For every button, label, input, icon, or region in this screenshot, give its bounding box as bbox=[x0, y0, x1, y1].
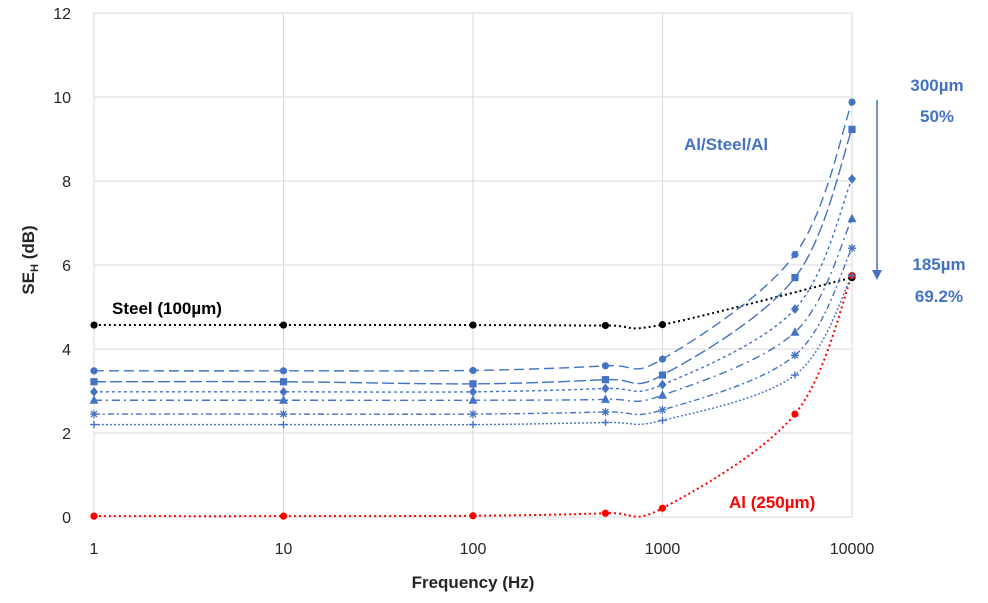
y-axis-ticks: 0 2 4 6 8 10 12 bbox=[53, 6, 71, 527]
grid bbox=[93, 12, 853, 518]
data-point-al bbox=[469, 512, 477, 520]
x-tick-label: 100 bbox=[460, 541, 487, 558]
annotation-bottom-thickness: 185µm bbox=[912, 255, 965, 274]
data-point-lam5 bbox=[601, 408, 610, 416]
x-tick-label: 1 bbox=[90, 541, 99, 558]
x-tick-label: 1000 bbox=[645, 541, 681, 558]
y-tick-label: 0 bbox=[62, 510, 71, 527]
annotation-top-percent: 50% bbox=[920, 107, 954, 126]
series-markers bbox=[89, 98, 857, 520]
annotation-top-thickness: 300µm bbox=[910, 76, 963, 95]
data-point-lam3 bbox=[790, 304, 799, 314]
data-point-lam3 bbox=[279, 387, 288, 397]
data-point-lam2 bbox=[90, 378, 98, 386]
data-point-lam4 bbox=[600, 394, 610, 403]
data-point-al bbox=[601, 509, 610, 517]
data-point-lam3 bbox=[90, 387, 98, 397]
x-tick-label: 10000 bbox=[830, 541, 875, 558]
data-point-steel bbox=[469, 321, 477, 329]
data-point-lam6 bbox=[279, 421, 288, 429]
y-axis-title: SEH (dB) bbox=[19, 225, 41, 294]
data-point-lam3 bbox=[848, 174, 856, 184]
annotation-laminate: Al/Steel/Al bbox=[684, 135, 768, 154]
y-tick-label: 2 bbox=[62, 426, 71, 443]
data-point-lam1 bbox=[90, 367, 98, 375]
data-point-lam4 bbox=[658, 390, 667, 399]
data-point-al bbox=[791, 410, 799, 418]
data-point-lam5 bbox=[279, 410, 288, 419]
data-point-lam4 bbox=[89, 395, 99, 404]
x-axis-ticks: 1 10 100 1000 10000 bbox=[90, 541, 875, 558]
data-point-lam2 bbox=[279, 378, 288, 386]
data-point-lam1 bbox=[848, 98, 856, 106]
data-point-steel bbox=[279, 321, 288, 329]
y-tick-label: 6 bbox=[62, 258, 71, 275]
data-point-lam3 bbox=[469, 387, 477, 397]
x-axis-title: Frequency (Hz) bbox=[412, 573, 535, 592]
data-point-steel bbox=[90, 321, 98, 329]
y-tick-label: 4 bbox=[62, 342, 71, 359]
series-line-lam3 bbox=[94, 178, 853, 393]
data-point-lam5 bbox=[848, 244, 856, 253]
data-point-lam2 bbox=[601, 376, 610, 384]
data-point-lam4 bbox=[847, 213, 857, 223]
series-line-lam5 bbox=[94, 247, 853, 416]
data-point-lam5 bbox=[790, 351, 799, 360]
y-tick-label: 12 bbox=[53, 6, 71, 23]
y-tick-label: 8 bbox=[62, 174, 71, 191]
annotation-al: Al (250µm) bbox=[729, 493, 815, 512]
y-tick-label: 10 bbox=[53, 90, 71, 107]
data-point-lam2 bbox=[848, 125, 856, 133]
data-point-lam5 bbox=[658, 405, 667, 414]
data-point-al bbox=[658, 504, 667, 512]
data-point-lam6 bbox=[790, 371, 799, 379]
data-point-lam4 bbox=[468, 395, 478, 404]
data-point-lam6 bbox=[469, 421, 477, 429]
annotation-steel: Steel (100µm) bbox=[112, 299, 222, 318]
data-point-steel bbox=[658, 321, 667, 329]
data-point-lam3 bbox=[658, 379, 667, 390]
data-point-lam4 bbox=[279, 395, 288, 404]
data-point-lam2 bbox=[791, 274, 799, 282]
data-point-lam1 bbox=[658, 355, 667, 363]
data-point-lam6 bbox=[658, 416, 667, 424]
x-tick-label: 10 bbox=[275, 541, 293, 558]
data-point-lam3 bbox=[601, 383, 610, 394]
data-point-lam5 bbox=[469, 410, 477, 419]
data-point-lam6 bbox=[90, 421, 98, 429]
data-point-steel bbox=[601, 321, 610, 330]
data-point-lam2 bbox=[469, 380, 477, 388]
annotation-bottom-percent: 69.2% bbox=[915, 287, 963, 306]
series-line-steel bbox=[94, 276, 853, 330]
data-point-lam6 bbox=[601, 419, 610, 426]
data-point-lam6 bbox=[848, 272, 856, 279]
data-point-lam1 bbox=[279, 367, 288, 375]
data-point-lam1 bbox=[469, 366, 477, 375]
data-point-al bbox=[90, 512, 98, 520]
data-point-lam4 bbox=[790, 327, 800, 336]
data-point-lam5 bbox=[90, 410, 98, 419]
thickness-arrow bbox=[872, 100, 882, 280]
data-point-lam2 bbox=[658, 371, 667, 379]
data-point-lam1 bbox=[791, 250, 799, 259]
data-point-al bbox=[279, 512, 288, 520]
data-point-lam1 bbox=[601, 362, 610, 370]
